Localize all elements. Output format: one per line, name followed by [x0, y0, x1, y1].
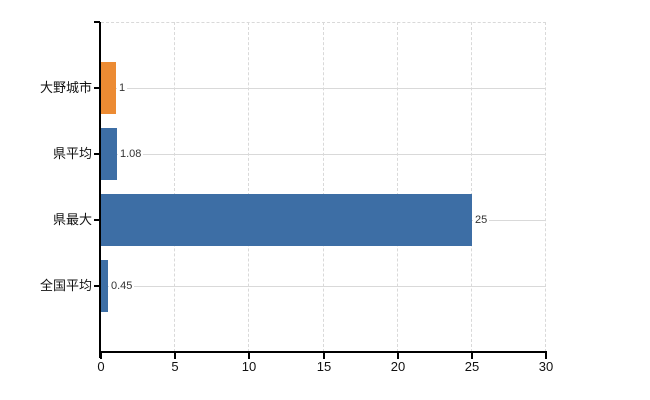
- x-axis-tick: [248, 353, 250, 359]
- bar-4: [101, 260, 108, 312]
- x-axis-tick: [545, 353, 547, 359]
- x-tick-label: 20: [390, 359, 406, 374]
- category-gridline: [101, 88, 546, 89]
- y-axis-tick: [94, 153, 100, 155]
- value-label: 25: [473, 213, 490, 227]
- x-tick-label: 15: [316, 359, 332, 374]
- category-label: 県平均: [52, 146, 92, 161]
- x-tick-label: 5: [171, 359, 179, 374]
- x-axis-tick: [323, 353, 325, 359]
- y-axis-tick: [94, 87, 100, 89]
- x-gridline: [471, 22, 472, 352]
- value-label: 1.08: [118, 147, 144, 161]
- x-gridline: [174, 22, 175, 352]
- y-axis-tick: [94, 219, 100, 221]
- x-axis-tick: [397, 353, 399, 359]
- x-gridline: [323, 22, 324, 352]
- x-tick-label: 25: [464, 359, 480, 374]
- plot-area: 1 1.08 25 0.45: [101, 22, 546, 352]
- value-label: 1: [117, 81, 128, 95]
- category-gridline: [101, 286, 546, 287]
- x-gridline: [248, 22, 249, 352]
- category-label: 全国平均: [39, 278, 92, 293]
- bar-3: [101, 194, 472, 246]
- y-axis-top-tick: [94, 21, 100, 23]
- bar-1: [101, 62, 116, 114]
- x-axis-tick: [174, 353, 176, 359]
- x-tick-label: 0: [97, 359, 105, 374]
- value-label: 0.45: [109, 279, 135, 293]
- category-label: 大野城市: [39, 80, 92, 95]
- x-axis-line: [99, 351, 547, 353]
- x-tick-label: 10: [241, 359, 257, 374]
- bar-2: [101, 128, 117, 180]
- x-axis-tick: [471, 353, 473, 359]
- x-tick-label: 30: [538, 359, 554, 374]
- category-label: 県最大: [52, 212, 92, 227]
- x-gridline: [397, 22, 398, 352]
- x-axis-tick: [100, 353, 102, 359]
- y-axis-tick: [94, 285, 100, 287]
- y-axis-line: [99, 22, 101, 358]
- category-gridline: [101, 154, 546, 155]
- x-gridline: [545, 22, 546, 352]
